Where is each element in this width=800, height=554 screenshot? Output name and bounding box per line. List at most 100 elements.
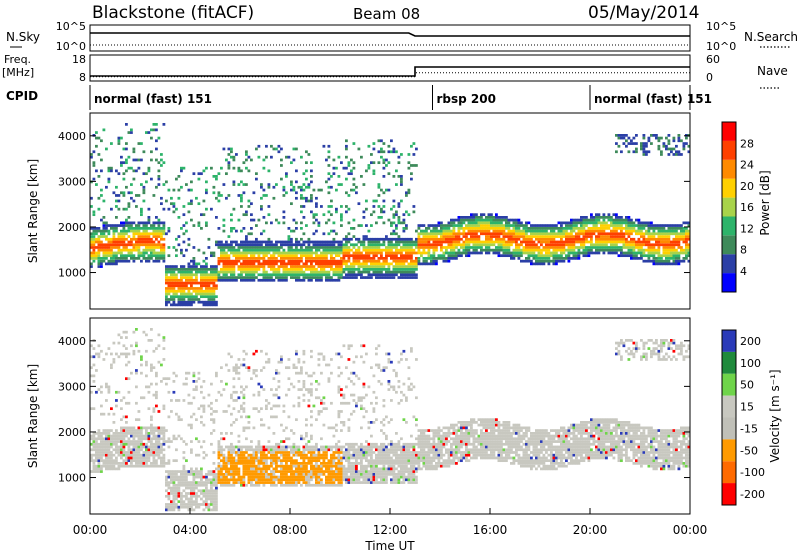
power-cell: [122, 177, 126, 181]
power-cell: [290, 246, 293, 249]
power-cell: [542, 227, 546, 230]
power-cell: [275, 273, 278, 277]
power-cell: [240, 205, 243, 208]
power-cell: [655, 240, 658, 244]
power-cell: [222, 259, 226, 263]
power-cell: [550, 224, 553, 227]
power-cell: [395, 246, 398, 249]
power-cell: [650, 224, 653, 227]
power-cell: [445, 259, 448, 263]
power-cell: [555, 251, 558, 255]
power-cell: [530, 243, 533, 247]
power-cell: [577, 232, 581, 236]
power-cell: [102, 257, 106, 260]
power-cell: [557, 235, 561, 238]
power-cell: [375, 270, 378, 274]
power-cell: [357, 224, 361, 227]
velocity-cell: [132, 445, 136, 449]
velocity-cell: [142, 459, 146, 463]
power-cell: [145, 180, 148, 184]
power-cell: [460, 218, 463, 222]
power-cell: [620, 136, 623, 140]
power-cell: [95, 136, 98, 140]
power-cell: [527, 257, 531, 260]
power-cell: [295, 273, 298, 277]
power-cell: [457, 243, 461, 247]
power-cell: [125, 257, 128, 260]
power-cell: [517, 229, 521, 233]
power-cell: [340, 265, 343, 268]
power-cell: [480, 227, 483, 230]
power-cell: [467, 248, 471, 252]
power-cell: [500, 227, 503, 230]
power-cell: [600, 240, 603, 244]
power-cell: [372, 251, 376, 255]
velocity-cell: [180, 437, 183, 441]
velocity-cell: [110, 467, 113, 471]
power-cell: [307, 257, 311, 260]
power-cell: [640, 246, 643, 249]
power-cell: [482, 227, 486, 230]
power-cell: [587, 246, 591, 249]
power-cell: [102, 243, 106, 247]
power-cell: [262, 273, 266, 277]
velocity-cell: [205, 453, 208, 457]
power-cell: [355, 243, 358, 247]
power-cell: [347, 270, 351, 274]
velocity-cell: [155, 429, 158, 432]
power-cell: [255, 224, 258, 227]
power-cell: [347, 232, 351, 236]
power-cell: [272, 254, 276, 258]
power-cell: [510, 224, 513, 227]
power-cell: [292, 262, 296, 266]
power-cell: [300, 248, 303, 252]
power-cell: [337, 278, 341, 282]
velocity-cell: [172, 492, 176, 495]
velocity-cell: [187, 500, 191, 504]
power-cell: [532, 254, 536, 258]
velocity-cell: [147, 448, 151, 452]
velocity-cell: [132, 349, 136, 353]
power-cell: [347, 273, 351, 277]
power-cell: [217, 262, 221, 266]
velocity-cell: [110, 437, 113, 441]
power-cell: [167, 270, 171, 274]
velocity-cell: [100, 432, 103, 435]
velocity-cell: [105, 462, 108, 465]
power-cell: [280, 257, 283, 260]
power-cell: [370, 237, 373, 241]
power-cell: [360, 254, 363, 258]
power-cell: [172, 284, 176, 288]
power-cell: [405, 276, 408, 279]
power-cell: [440, 232, 443, 236]
power-cell: [182, 276, 186, 279]
power-cell: [100, 235, 103, 238]
power-cell: [257, 144, 261, 148]
power-cell: [657, 229, 661, 233]
velocity-cell: [122, 462, 126, 465]
power-cell: [92, 235, 96, 238]
power-cell: [355, 185, 358, 189]
power-cell: [477, 221, 481, 225]
power-cell: [602, 224, 606, 227]
power-cell: [267, 183, 271, 186]
power-cell: [207, 278, 211, 282]
velocity-cell: [237, 459, 241, 463]
velocity-cell: [220, 478, 223, 482]
power-cell: [122, 257, 126, 260]
power-cell: [555, 254, 558, 258]
power-cell: [187, 295, 191, 299]
power-cell: [162, 227, 166, 230]
power-cell: [285, 265, 288, 268]
power-cell: [632, 243, 636, 247]
power-cell: [235, 243, 238, 247]
velocity-cell: [210, 497, 213, 501]
power-cell: [630, 221, 633, 225]
power-cell: [570, 232, 573, 236]
power-cell: [417, 262, 421, 266]
power-cell: [242, 251, 246, 255]
power-cell: [237, 259, 241, 263]
power-cell: [240, 194, 243, 197]
velocity-cell: [230, 459, 233, 463]
power-colorbar-swatch: [722, 122, 736, 141]
